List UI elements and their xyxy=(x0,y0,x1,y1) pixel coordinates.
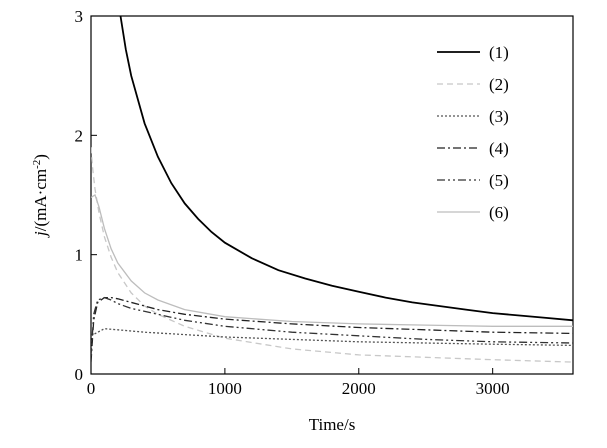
legend-label-4: (4) xyxy=(489,139,509,158)
legend-label-1: (1) xyxy=(489,43,509,62)
series-layer xyxy=(91,16,573,363)
y-axis-label-close: ) xyxy=(31,154,50,160)
x-tick-label: 3000 xyxy=(476,379,510,398)
plot-area: 0 1000 2000 3000 0 1 2 3 xyxy=(75,7,574,398)
series-line-3 xyxy=(91,328,573,347)
legend-label-2: (2) xyxy=(489,75,509,94)
series-line-4 xyxy=(91,296,573,363)
y-tick-label: 3 xyxy=(75,7,84,26)
legend-label-6: (6) xyxy=(489,203,509,222)
series-line-1 xyxy=(119,16,573,322)
y-tick-label: 2 xyxy=(75,126,84,145)
legend: (1) (2) (3) (4) (5) (6) xyxy=(437,43,509,222)
x-tick-label: 0 xyxy=(87,379,96,398)
y-tick-label: 1 xyxy=(75,246,84,265)
x-axis-label: Time/s xyxy=(309,415,356,434)
series-line-5 xyxy=(91,296,573,357)
x-tick-label: 2000 xyxy=(342,379,376,398)
plot-frame xyxy=(90,15,574,375)
y-axis-label-units: /(mA·cm xyxy=(31,169,50,231)
ticks-layer: 0 1000 2000 3000 0 1 2 3 xyxy=(75,7,510,398)
legend-label-5: (5) xyxy=(489,171,509,190)
y-tick-label: 0 xyxy=(75,365,84,384)
series-line-2 xyxy=(91,147,573,363)
y-axis-label-exponent: -2 xyxy=(31,160,43,169)
x-tick-label: 1000 xyxy=(208,379,242,398)
y-axis-label-symbol: j xyxy=(31,231,50,238)
y-axis-label: j/(mA·cm-2) xyxy=(31,154,50,238)
series-line-6 xyxy=(91,194,573,327)
legend-label-3: (3) xyxy=(489,107,509,126)
